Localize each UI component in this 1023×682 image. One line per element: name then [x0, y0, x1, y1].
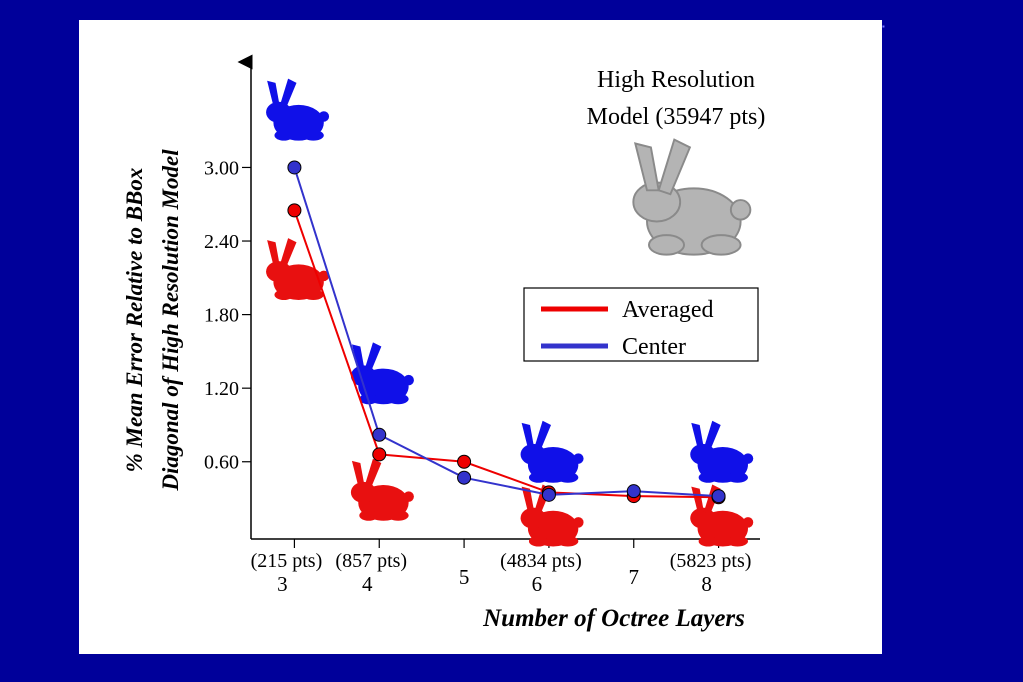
x-tick-pts-label: (5823 pts) [670, 550, 752, 572]
data-point-averaged [287, 203, 302, 218]
series-line-center [293, 167, 719, 498]
bunny-red-4-icon [350, 458, 414, 521]
data-point-center [372, 427, 387, 442]
data-point-center [711, 489, 726, 504]
x-tick-label: 4 [362, 572, 373, 596]
x-tick-pts-label: (215 pts) [251, 550, 323, 572]
y-tick-label: 2.40 [204, 231, 239, 253]
data-point-averaged [457, 454, 472, 469]
bunny-blue-3-icon [266, 78, 330, 141]
annotation-line1: High Resolution [597, 67, 755, 93]
x-tick-label: 8 [701, 572, 712, 596]
data-point-center [457, 470, 472, 485]
bunny-gray-high-res-icon [632, 138, 752, 256]
y-tick-label: 1.80 [204, 305, 239, 327]
x-tick-label: 3 [277, 572, 288, 596]
corner-mark-icon: ▪ [882, 22, 885, 31]
x-tick-label: 5 [459, 565, 470, 589]
annotation-line2: Model (35947 pts) [587, 104, 766, 130]
legend-box [523, 287, 759, 362]
y-tick-label: 3.00 [204, 157, 239, 179]
bunny-blue-8-icon [690, 420, 754, 483]
x-tick-pts-label: (4834 pts) [500, 550, 582, 572]
legend: Averaged Center [523, 287, 759, 362]
series-line-averaged [293, 210, 719, 499]
x-tick-label: 6 [532, 572, 543, 596]
y-tick-label: 1.20 [204, 378, 239, 400]
y-axis-label-line1: % Mean Error Relative to BBox [122, 168, 147, 473]
x-tick-pts-label: (857 pts) [335, 550, 407, 572]
data-point-center [626, 484, 641, 499]
x-axis-label: Number of Octree Layers [482, 605, 745, 632]
data-point-center [541, 487, 556, 502]
data-point-center [287, 160, 302, 175]
y-axis-label-line2: Diagonal of High Resolution Model [158, 149, 183, 492]
legend-label-averaged: Averaged [622, 297, 714, 323]
y-tick-label: 0.60 [204, 452, 239, 474]
data-point-averaged [372, 447, 387, 462]
bunny-blue-6-icon [520, 420, 584, 483]
legend-label-center: Center [622, 334, 686, 360]
x-tick-label: 7 [629, 565, 640, 589]
